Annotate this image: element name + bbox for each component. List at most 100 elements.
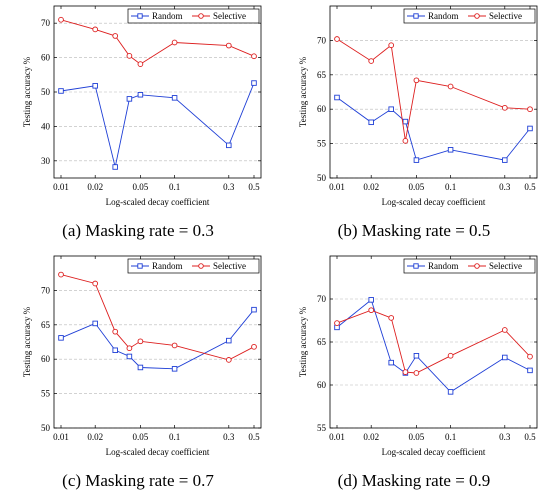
data-point-selective [527,353,533,360]
data-point-selective [112,33,119,39]
data-point-random [527,125,533,132]
data-point-selective [171,342,178,349]
x-tick-label: 0.1 [169,432,180,442]
legend-marker-selective [198,263,204,269]
data-point-random [171,95,178,101]
y-tick-label: 60 [41,354,51,364]
data-point-random [388,359,394,366]
x-tick-label: 0.3 [499,432,511,442]
data-point-random [126,96,133,102]
data-point-random [368,119,374,126]
chart-panel-d: 55 60 65 70 0.01 0.02 0.05 0.1 0.3 0.5 Log-scaled … [276,250,552,499]
y-tick-label: 40 [41,121,51,131]
data-point-random [137,364,144,371]
data-point-selective [137,61,144,67]
data-point-selective [413,370,420,376]
y-tick-label: 65 [41,320,51,330]
data-point-selective [112,328,119,335]
data-point-random [58,335,64,341]
data-point-random [413,157,420,163]
legend-marker-random [137,13,143,19]
data-point-random [126,353,133,360]
data-point-random [527,367,533,374]
series-line-random [60,309,255,370]
data-point-selective [225,42,232,49]
x-tick-label: 0.01 [329,432,345,442]
legend-label-random: Random [152,261,183,271]
x-tick-label: 0.5 [524,182,536,192]
legend-marker-random [413,13,419,19]
y-tick-label: 30 [41,156,51,166]
data-point-selective [413,77,420,84]
data-point-random [413,353,420,359]
data-point-random [92,83,98,89]
y-axis-label: Testing accuracy % [298,56,308,127]
data-point-random [92,320,98,327]
plot-frame [53,255,262,429]
data-point-selective [447,352,454,359]
x-tick-label: 0.3 [499,182,511,192]
chart-svg-c: 50 55 60 65 70 0.01 0.02 0.05 0.1 0.3 0.5 Log-scale… [22,255,262,457]
chart-svg-a: 30 40 50 60 70 0.01 0.02 0.05 0.1 0.3 0.5 Log-scale… [22,5,262,207]
x-tick-label: 0.01 [53,432,69,442]
y-tick-label: 55 [317,139,327,149]
x-tick-label: 0.02 [363,182,379,192]
data-point-random [137,92,144,98]
x-tick-label: 0.05 [409,182,425,192]
data-point-selective [388,315,395,321]
x-tick-label: 0.05 [133,182,149,192]
chart-caption-c: (c) Masking rate = 0.7 [62,471,214,490]
data-point-selective [126,345,133,352]
chart-panel-c: 50 55 60 65 70 0.01 0.02 0.05 0.1 0.3 0.5 Log-scale… [0,250,276,499]
chart-svg-b: 50 55 60 65 70 0.01 0.02 0.05 0.1 0.3 0.5 Log-scale… [298,5,538,207]
x-tick-label: 0.02 [363,432,379,442]
legend-label-selective: Selective [489,11,522,21]
legend: Random Selective [127,258,260,274]
data-point-random [447,389,454,395]
y-tick-label: 70 [317,294,327,304]
y-axis-label: Testing accuracy % [22,306,32,377]
data-point-selective [334,320,340,326]
series-line-selective [336,38,531,141]
data-point-selective [501,327,508,333]
data-point-selective [368,58,375,64]
legend-label-selective: Selective [213,261,246,271]
y-tick-label: 50 [41,87,51,97]
chart-caption-a: (a) Masking rate = 0.3 [62,221,214,240]
chart-panel-a: 30 40 50 60 70 0.01 0.02 0.05 0.1 0.3 0.5 Log-scale… [0,0,276,249]
x-tick-label: 0.5 [248,432,260,442]
x-tick-label: 0.5 [248,182,260,192]
legend-label-selective: Selective [489,261,522,271]
legend-label-selective: Selective [213,11,246,21]
x-tick-label: 0.01 [53,182,69,192]
legend-marker-random [413,263,419,269]
data-point-random [251,80,257,86]
x-tick-label: 0.3 [223,182,235,192]
x-axis-label: Log-scaled decay coefficient [106,447,210,457]
x-tick-label: 0.02 [87,432,103,442]
series-line-random [336,299,531,393]
legend-label-random: Random [152,11,183,21]
x-axis-label: Log-scaled decay coefficient [382,197,486,207]
x-axis-label: Log-scaled decay coefficient [106,197,210,207]
data-point-selective [92,280,99,287]
y-tick-label: 70 [41,18,51,28]
data-point-random [58,88,64,94]
data-point-selective [58,16,64,23]
y-tick-label: 55 [41,389,51,399]
chart-svg-d: 55 60 65 70 0.01 0.02 0.05 0.1 0.3 0.5 Log-scaled … [298,255,538,457]
data-point-random [112,164,118,170]
x-tick-label: 0.5 [524,432,536,442]
data-point-random [334,94,340,101]
legend-label-random: Random [428,11,459,21]
chart-caption-d: (d) Masking rate = 0.9 [337,471,491,490]
x-tick-label: 0.05 [409,432,425,442]
data-point-selective [402,137,409,144]
data-point-random [402,118,409,125]
y-tick-label: 65 [317,70,327,80]
data-point-random [226,337,232,344]
legend: Random Selective [403,258,536,274]
data-point-selective [126,53,133,59]
x-axis-label: Log-scaled decay coefficient [382,447,486,457]
legend-marker-selective [474,13,480,19]
